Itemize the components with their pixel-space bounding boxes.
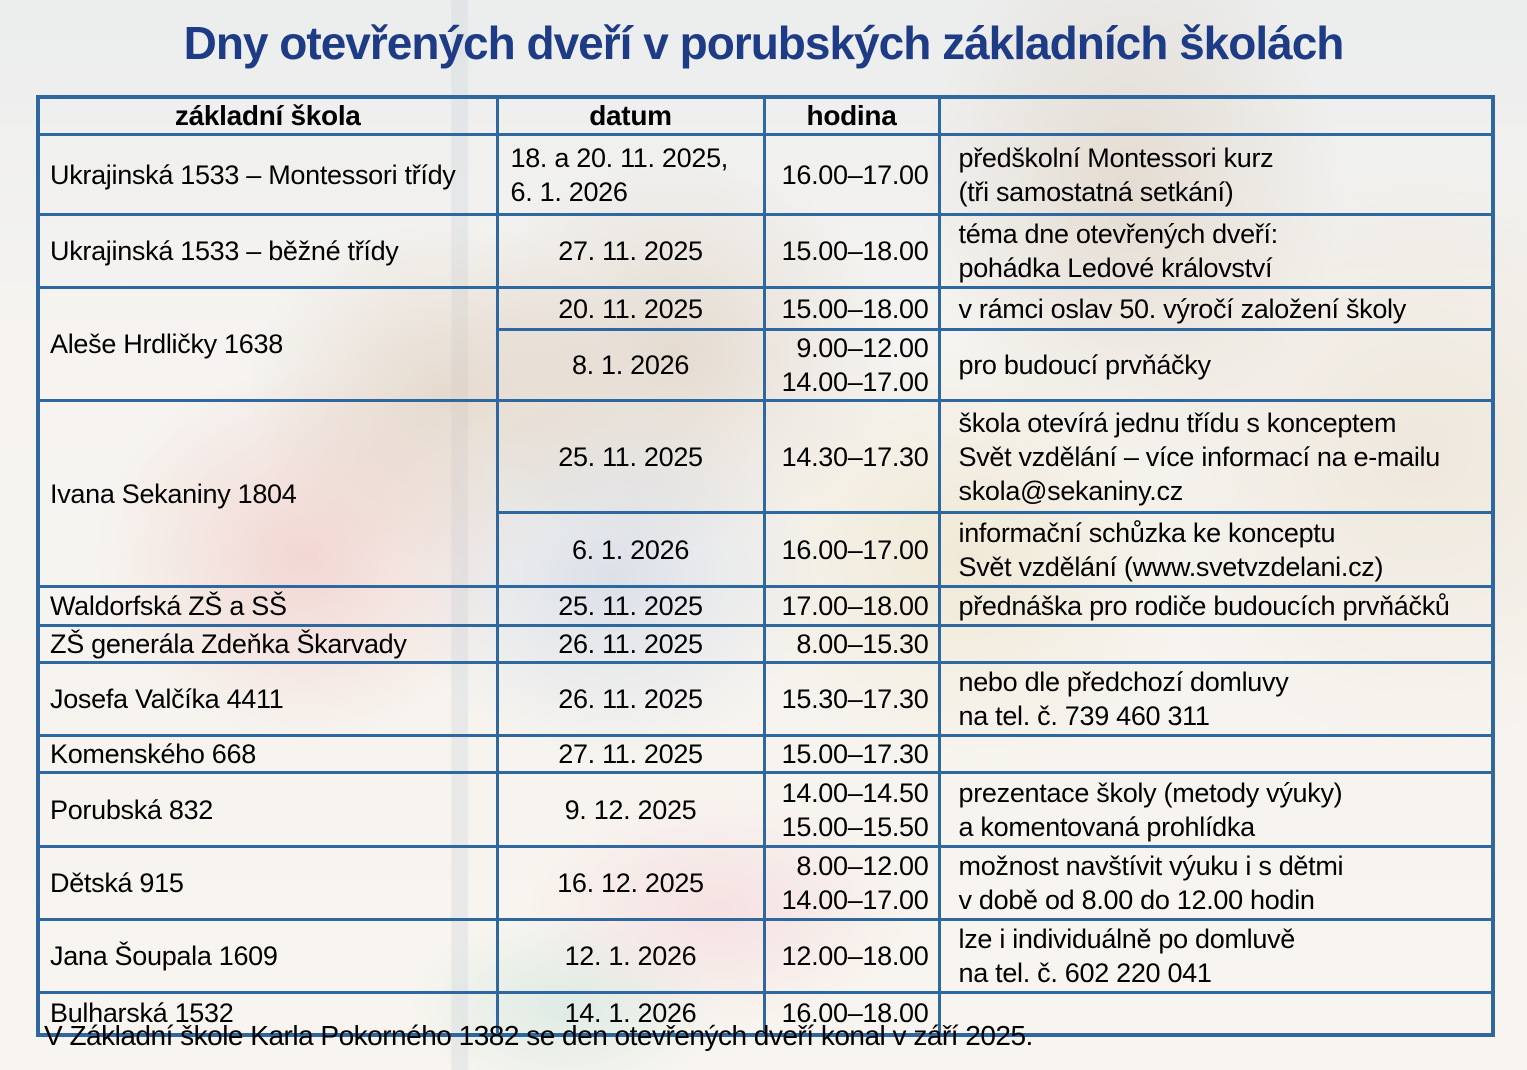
date-cell: 6. 1. 2026 [495, 511, 766, 588]
date-cell: 18. a 20. 11. 2025, 6. 1. 2026 [495, 133, 766, 216]
date-cell: 26. 11. 2025 [495, 624, 766, 664]
date-cell: 12. 1. 2026 [495, 918, 766, 994]
time-cell: 16.00–17.00 [762, 511, 941, 588]
table-row: Waldorfská ZŠ a SŠ 25. 11. 2025 17.00–18… [36, 585, 1495, 627]
date-cell: 27. 11. 2025 [495, 734, 766, 774]
time-cell: 17.00–18.00 [762, 585, 941, 627]
table-row: ZŠ generála Zdeňka Škarvady 26. 11. 2025… [36, 624, 1495, 664]
date-cell: 25. 11. 2025 [495, 399, 766, 514]
note-cell: škola otevírá jednu třídu s konceptem Sv… [937, 399, 1495, 514]
schedule-table: základní škola datum hodina Ukrajinská 1… [36, 95, 1495, 1037]
table-row: Porubská 832 9. 12. 2025 14.00–14.50 15.… [36, 771, 1495, 848]
table-row: Ukrajinská 1533 – běžné třídy 27. 11. 20… [36, 213, 1495, 289]
note-cell [937, 734, 1495, 774]
note-cell: téma dne otevřených dveří: pohádka Ledov… [937, 213, 1495, 289]
date-cell: 27. 11. 2025 [495, 213, 766, 289]
table-row: Ukrajinská 1533 – Montessori třídy 18. a… [36, 133, 1495, 216]
school-cell: Jana Šoupala 1609 [36, 918, 499, 994]
time-cell: 8.00–15.30 [762, 624, 941, 664]
time-cell: 14.00–14.50 15.00–15.50 [762, 771, 941, 848]
school-cell: Dětská 915 [36, 845, 499, 921]
date-cell: 26. 11. 2025 [495, 661, 766, 737]
table-row: Jana Šoupala 1609 12. 1. 2026 12.00–18.0… [36, 918, 1495, 994]
date-cell: 20. 11. 2025 [495, 286, 766, 331]
note-cell: pro budoucí prvňáčky [937, 328, 1495, 402]
school-cell: Aleše Hrdličky 1638 [36, 286, 499, 402]
date-cell: 16. 12. 2025 [495, 845, 766, 921]
note-cell: prezentace školy (metody výuky) a koment… [937, 771, 1495, 848]
page-title: Dny otevřených dveří v porubských základ… [183, 17, 1345, 69]
note-cell [937, 991, 1495, 1036]
header-row: základní škola datum hodina [36, 95, 1495, 136]
note-cell: možnost navštívit výuku i s dětmi v době… [937, 845, 1495, 921]
time-cell: 8.00–12.00 14.00–17.00 [762, 845, 941, 921]
school-cell: Ivana Sekaniny 1804 [36, 399, 499, 588]
column-header-date: datum [495, 95, 766, 136]
table-row: Aleše Hrdličky 1638 20. 11. 2025 15.00–1… [36, 286, 1495, 402]
time-cell: 15.00–17.30 [762, 734, 941, 774]
school-cell: Waldorfská ZŠ a SŠ [36, 585, 499, 627]
date-cell: 9. 12. 2025 [495, 771, 766, 848]
column-header-time: hodina [762, 95, 941, 136]
school-cell: Bulharská 1532 [36, 991, 499, 1036]
table-row: Josefa Valčíka 4411 26. 11. 2025 15.30–1… [36, 661, 1495, 737]
table-row: Ivana Sekaniny 1804 25. 11. 2025 14.30–1… [36, 399, 1495, 588]
note-cell [937, 624, 1495, 664]
time-cell: 15.00–18.00 [762, 286, 941, 331]
school-cell: Josefa Valčíka 4411 [36, 661, 499, 737]
time-cell: 15.30–17.30 [762, 661, 941, 737]
date-cell: 14. 1. 2026 [495, 991, 766, 1036]
time-cell: 12.00–18.00 [762, 918, 941, 994]
note-cell: v rámci oslav 50. výročí založení školy [937, 286, 1495, 331]
table-row: 6. 1. 2026 16.00–17.00 informační schůzk… [38, 511, 1495, 588]
note-cell: lze i individuálně po domluvě na tel. č.… [937, 918, 1495, 994]
time-cell: 16.00–18.00 [762, 991, 941, 1036]
footer-note: V Základní škole Karla Pokorného 1382 se… [44, 1020, 1033, 1051]
note-cell: přednáška pro rodiče budoucích prvňáčků [937, 585, 1495, 627]
note-cell: informační schůzka ke konceptu Svět vzdě… [937, 511, 1495, 588]
table-row: 8. 1. 2026 9.00–12.00 14.00–17.00 pro bu… [38, 328, 1495, 402]
school-cell: ZŠ generála Zdeňka Škarvady [36, 624, 499, 664]
school-cell: Ukrajinská 1533 – Montessori třídy [36, 133, 499, 216]
date-cell: 8. 1. 2026 [495, 328, 766, 402]
table-row: Komenského 668 27. 11. 2025 15.00–17.30 [36, 734, 1495, 774]
time-cell: 15.00–18.00 [762, 213, 941, 289]
school-cell: Ukrajinská 1533 – běžné třídy [36, 213, 499, 289]
school-cell: Porubská 832 [36, 771, 499, 848]
date-cell: 25. 11. 2025 [495, 585, 766, 627]
time-cell: 14.30–17.30 [762, 399, 941, 514]
note-cell: nebo dle předchozí domluvy na tel. č. 73… [937, 661, 1495, 737]
note-cell: předškolní Montessori kurz (tři samostat… [937, 133, 1495, 216]
time-cell: 16.00–17.00 [762, 133, 941, 216]
column-header-note [937, 95, 1495, 136]
column-header-school: základní škola [36, 95, 499, 136]
table-row: Dětská 915 16. 12. 2025 8.00–12.00 14.00… [36, 845, 1495, 921]
time-cell: 9.00–12.00 14.00–17.00 [762, 328, 941, 402]
table-row: Bulharská 1532 14. 1. 2026 16.00–18.00 [36, 991, 1495, 1036]
school-cell: Komenského 668 [36, 734, 499, 774]
